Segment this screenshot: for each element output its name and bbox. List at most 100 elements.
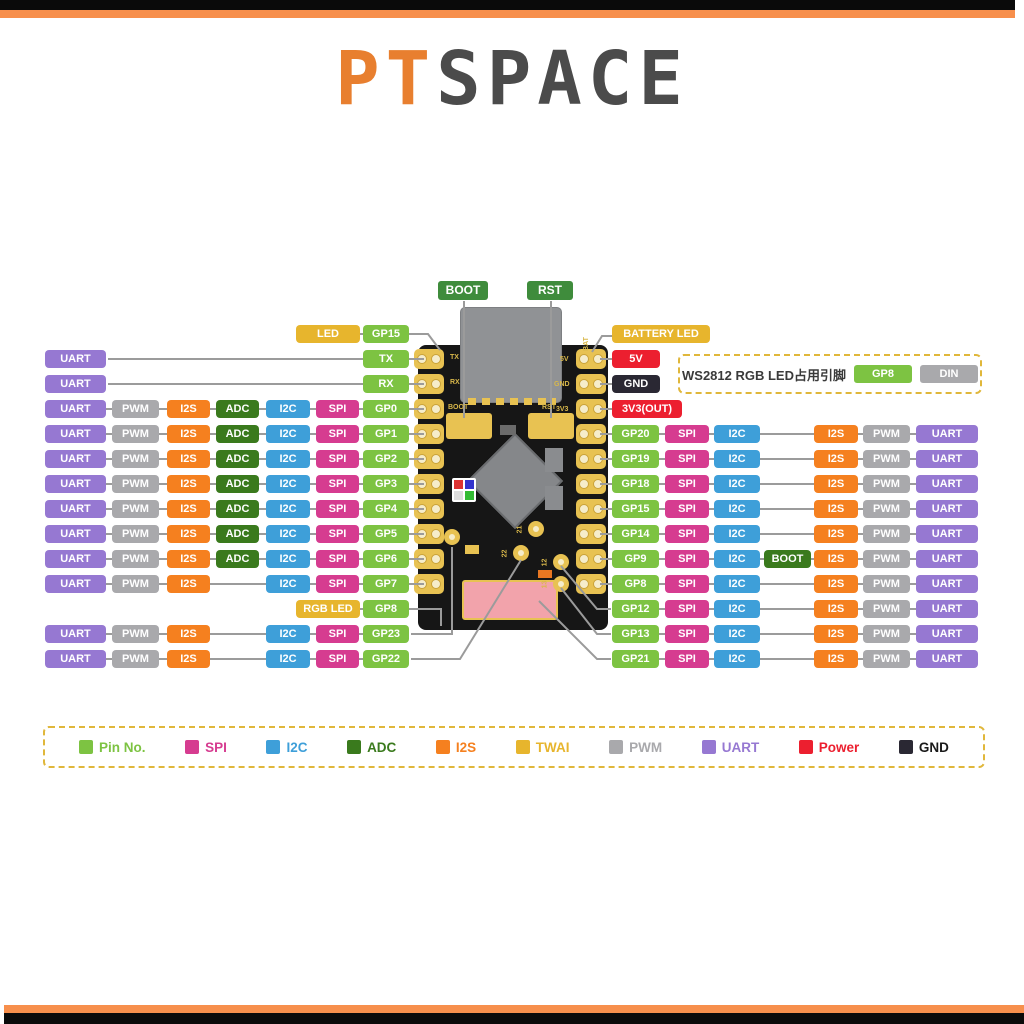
chip-left-6-gp3: GP3 — [363, 475, 409, 493]
tx-silkscreen: TX — [450, 354, 459, 361]
board-via-label-22: 22 — [501, 549, 509, 558]
chip-left-4-gp1: GP1 — [363, 425, 409, 443]
chip-right-12-i2s: I2S — [814, 625, 858, 643]
ws2812-note-pin-chip: GP8 — [853, 365, 912, 383]
legend-label: ADC — [367, 739, 397, 755]
chip-right-7-uart: UART — [916, 500, 978, 518]
boot-silkscreen: BOOT — [448, 404, 469, 411]
legend-label: I2S — [455, 739, 477, 755]
chip-right-8-i2c: I2C — [714, 525, 760, 543]
rgb-led-white — [454, 491, 463, 500]
chip-left-12-gp23: GP23 — [363, 625, 409, 643]
chip-left-13-i2c: I2C — [266, 650, 310, 668]
rgb-led-blue — [465, 480, 474, 489]
legend-swatch-twai — [515, 740, 530, 754]
chip-right-5-uart: UART — [916, 450, 978, 468]
chip-left-3-gp0: GP0 — [363, 400, 409, 418]
chip-left-4-uart: UART — [45, 425, 106, 443]
chip-right-5-gp19: GP19 — [612, 450, 659, 468]
chip-right-6-pwm: PWM — [863, 475, 910, 493]
chip-left-8-i2s: I2S — [167, 525, 210, 543]
chip-left-6-i2s: I2S — [167, 475, 210, 493]
chip-left-10-i2c: I2C — [266, 575, 310, 593]
chip-left-6-i2c: I2C — [266, 475, 310, 493]
legend-label: TWAI — [535, 739, 570, 755]
chip-left-7-adc: ADC — [216, 500, 259, 518]
chip-left-9-pwm: PWM — [112, 550, 159, 568]
chip-right-10-i2c: I2C — [714, 575, 760, 593]
chip-right-13-gp21: GP21 — [612, 650, 659, 668]
chip-left-7-uart: UART — [45, 500, 106, 518]
chip-right-8-gp14: GP14 — [612, 525, 659, 543]
ws2812-note-text: WS2812 RGB LED占用引脚 — [682, 367, 846, 383]
chip-left-13-pwm: PWM — [112, 650, 159, 668]
top-orange-bar — [0, 10, 1015, 18]
legend-item-i2s: I2S — [435, 739, 477, 755]
chip-right-1-5v: 5V — [612, 350, 660, 368]
legend-item-power: Power — [798, 740, 859, 755]
chip-left-9-gp6: GP6 — [363, 550, 409, 568]
component-led-orange — [538, 570, 552, 578]
chip-right-5-i2s: I2S — [814, 450, 858, 468]
chip-right-12-spi: SPI — [665, 625, 709, 643]
brand-logo-space: SPACE — [436, 36, 689, 122]
chip-left-2-uart: UART — [45, 375, 106, 393]
chip-right-11-pwm: PWM — [863, 600, 910, 618]
chip-left-4-i2c: I2C — [266, 425, 310, 443]
legend-item-pin-no-: Pin No. — [79, 740, 146, 755]
legend-swatch-spi — [185, 740, 200, 754]
chip-left-9-uart: UART — [45, 550, 106, 568]
chip-left-13-i2s: I2S — [167, 650, 210, 668]
antenna-area — [462, 580, 558, 620]
usb-solder-pads — [468, 398, 556, 405]
chip-left-9-spi: SPI — [316, 550, 359, 568]
gp23-wire — [411, 547, 453, 635]
component-regulator-1 — [545, 448, 563, 472]
chip-right-13-spi: SPI — [665, 650, 709, 668]
legend-item-twai: TWAI — [515, 739, 570, 755]
chip-left-5-pwm: PWM — [112, 450, 159, 468]
legend-item-spi: SPI — [185, 740, 227, 755]
chip-left-7-i2s: I2S — [167, 500, 210, 518]
board-via-1 — [513, 545, 529, 561]
chip-right-9-gp9: GP9 — [612, 550, 659, 568]
chip-right-11-uart: UART — [916, 600, 978, 618]
rgb-led-red — [454, 480, 463, 489]
usb-c-connector — [460, 307, 562, 403]
component-capacitor — [465, 545, 479, 554]
board-via-0 — [444, 529, 460, 545]
chip-left-10-i2s: I2S — [167, 575, 210, 593]
board-via-label-12: 12 — [541, 558, 549, 567]
chip-right-10-pwm: PWM — [863, 575, 910, 593]
chip-right-12-gp13: GP13 — [612, 625, 659, 643]
chip-left-7-spi: SPI — [316, 500, 359, 518]
chip-right-6-gp18: GP18 — [612, 475, 659, 493]
chip-right-11-spi: SPI — [665, 600, 709, 618]
chip-left-5-spi: SPI — [316, 450, 359, 468]
chip-right-0-battery-led: BATTERY LED — [612, 325, 710, 343]
legend-label: I2C — [286, 739, 308, 755]
legend-swatch-uart — [701, 740, 716, 754]
board-pad-right-3 — [576, 399, 606, 419]
chip-left-8-adc: ADC — [216, 525, 259, 543]
chip-right-9-boot: BOOT — [764, 550, 811, 568]
boot-callout-label: BOOT — [438, 281, 488, 300]
chip-right-9-pwm: PWM — [863, 550, 910, 568]
chip-right-13-pwm: PWM — [863, 650, 910, 668]
chip-right-4-uart: UART — [916, 425, 978, 443]
chip-right-10-spi: SPI — [665, 575, 709, 593]
chip-right-13-i2s: I2S — [814, 650, 858, 668]
legend-swatch-gnd — [898, 740, 913, 754]
chip-left-6-adc: ADC — [216, 475, 259, 493]
chip-left-0-gp15: GP15 — [363, 325, 409, 343]
chip-right-9-spi: SPI — [665, 550, 709, 568]
gp13-wire — [560, 587, 611, 635]
chip-right-10-uart: UART — [916, 575, 978, 593]
chip-left-6-pwm: PWM — [112, 475, 159, 493]
chip-right-6-uart: UART — [916, 475, 978, 493]
chip-left-8-gp5: GP5 — [363, 525, 409, 543]
board-via-2 — [528, 521, 544, 537]
gp22-wire — [411, 559, 522, 660]
chip-left-4-i2s: I2S — [167, 425, 210, 443]
